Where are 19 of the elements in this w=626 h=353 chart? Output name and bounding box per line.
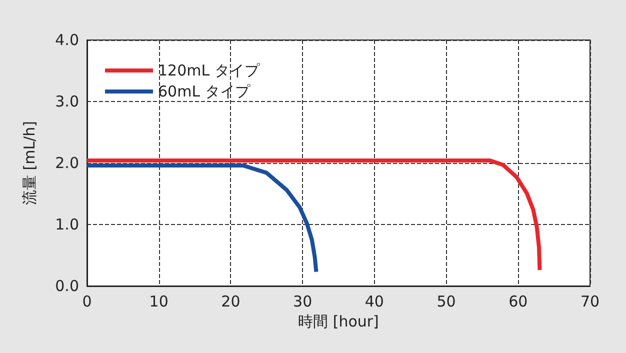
y-tick-label: 0.0 — [55, 277, 79, 295]
x-tick-label: 40 — [364, 292, 384, 310]
line-series — [85, 163, 318, 274]
legend-label: 60mL タイプ — [158, 82, 251, 100]
line-series — [85, 158, 542, 272]
y-tick-label: 2.0 — [55, 154, 79, 172]
x-axis-title: 時間 [hour] — [298, 312, 379, 330]
x-tick-label: 30 — [293, 292, 312, 310]
legend-label: 120mL タイプ — [158, 62, 260, 80]
x-tick-label: 20 — [221, 292, 240, 310]
x-tick-label: 60 — [508, 292, 528, 310]
y-tick-label: 1.0 — [55, 216, 79, 234]
x-tick-label: 10 — [149, 292, 168, 310]
x-tick-label: 70 — [580, 292, 600, 310]
y-tick-label: 4.0 — [55, 31, 79, 49]
y-axis-title: 流量 [mL/h] — [20, 120, 38, 206]
x-tick-label: 0 — [82, 292, 92, 310]
y-tick-label: 3.0 — [55, 92, 79, 110]
x-tick-label: 50 — [436, 292, 456, 310]
